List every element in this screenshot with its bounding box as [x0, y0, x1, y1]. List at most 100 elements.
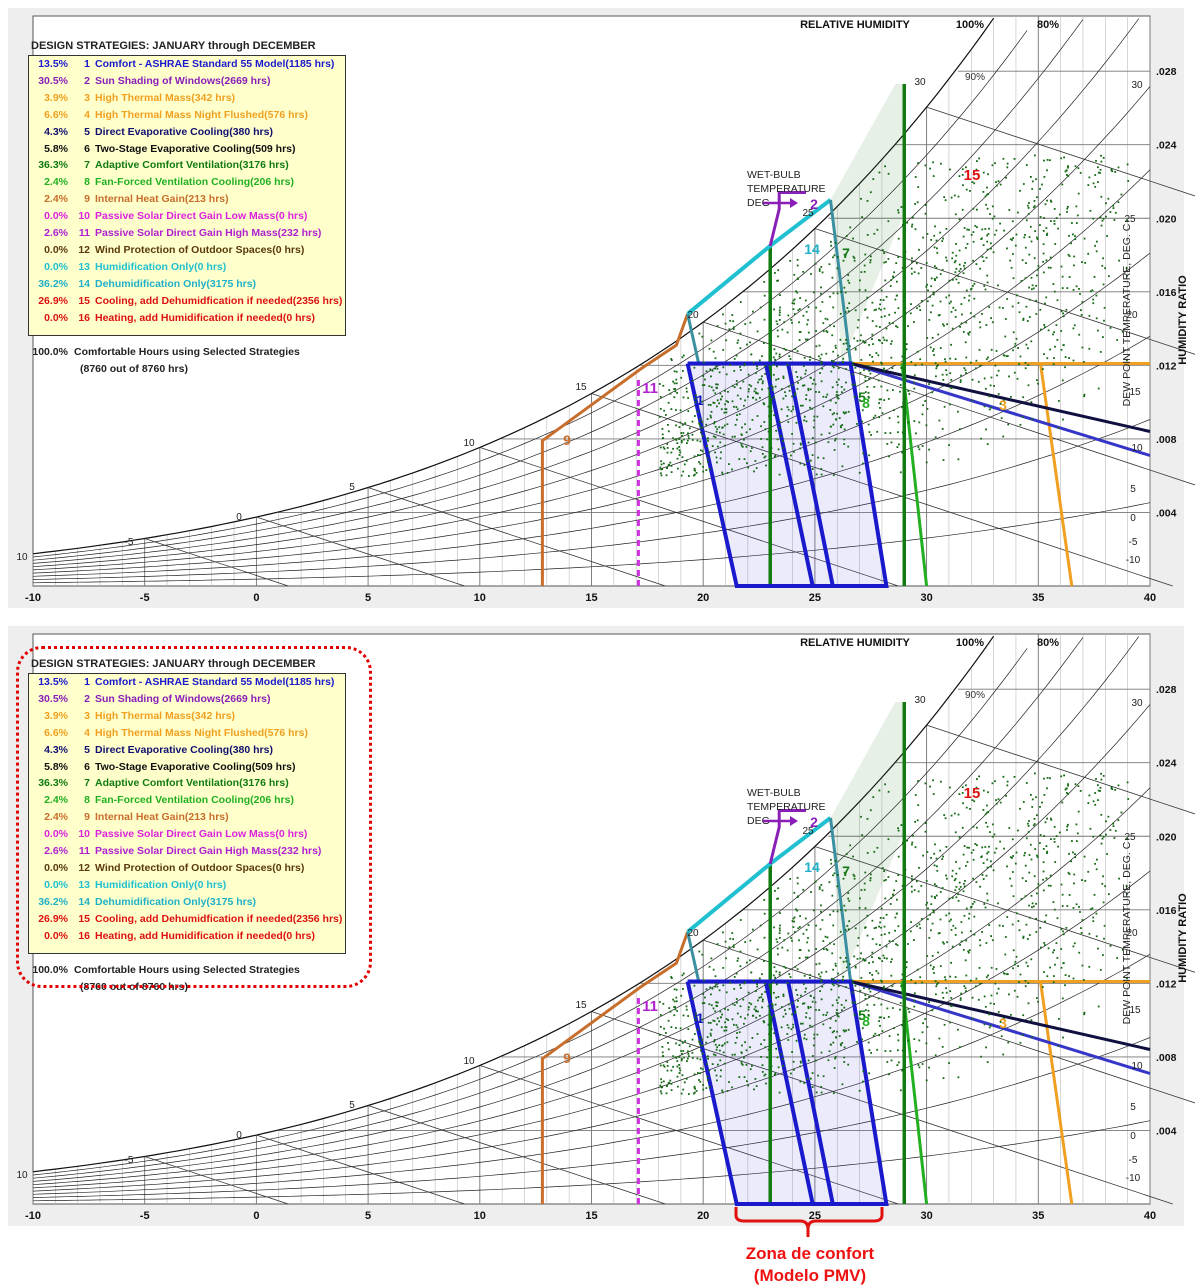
hour-point	[956, 268, 958, 270]
hour-point	[969, 913, 971, 915]
hour-point	[830, 241, 832, 243]
hour-point	[712, 402, 714, 404]
hour-point	[829, 881, 831, 883]
hour-point	[905, 379, 907, 381]
hour-point	[959, 888, 961, 890]
hour-point	[1043, 835, 1045, 837]
hour-point	[966, 229, 968, 231]
hour-point	[872, 361, 874, 363]
legend-item-10: 0.0% 10 Passive Solar Direct Gain Low Mass…	[30, 210, 307, 222]
hour-point	[830, 245, 832, 247]
hour-point	[678, 1056, 680, 1058]
hour-point	[794, 348, 796, 350]
hour-point	[711, 411, 713, 413]
comfort-zone-brace	[730, 1205, 890, 1241]
hour-point	[805, 957, 807, 959]
hour-point	[678, 1064, 680, 1066]
hour-point	[1035, 918, 1037, 920]
hour-point	[772, 1007, 774, 1009]
x-tick-label: -10	[25, 592, 41, 604]
hour-point	[688, 475, 690, 477]
humidity-ratio-tick: .008	[1156, 1052, 1177, 1064]
hour-point	[800, 405, 802, 407]
hour-point	[898, 444, 900, 446]
hour-point	[726, 408, 728, 410]
hour-point	[990, 385, 992, 387]
hour-point	[1012, 306, 1014, 308]
hour-point	[896, 913, 898, 915]
hour-point	[960, 381, 962, 383]
hour-point	[724, 1021, 726, 1023]
hour-point	[864, 254, 866, 256]
hour-point	[1043, 971, 1045, 973]
legend-item-percent: 0.0%	[30, 312, 68, 324]
hour-point	[790, 976, 792, 978]
hour-point	[991, 967, 993, 969]
hour-point	[990, 860, 992, 862]
hour-point	[892, 1007, 894, 1009]
hour-point	[932, 305, 934, 307]
hour-point	[1039, 188, 1041, 190]
hour-point	[717, 325, 719, 327]
hour-point	[733, 1024, 735, 1026]
hour-point	[802, 1023, 804, 1025]
hour-point	[1067, 785, 1069, 787]
rh-tick-100: 100%	[956, 637, 984, 649]
hour-point	[859, 1090, 861, 1092]
hour-point	[679, 1072, 681, 1074]
hour-point	[725, 323, 727, 325]
hour-point	[1026, 837, 1028, 839]
hour-point	[674, 370, 676, 372]
hour-point	[800, 995, 802, 997]
hour-point	[702, 427, 704, 429]
hour-point	[927, 300, 929, 302]
hour-point	[965, 322, 967, 324]
hour-point	[720, 1011, 722, 1013]
hour-point	[957, 1029, 959, 1031]
hour-point	[763, 899, 765, 901]
hour-point	[702, 471, 704, 473]
hour-point	[775, 1048, 777, 1050]
hour-point	[768, 1049, 770, 1051]
hour-point	[1054, 861, 1056, 863]
hour-point	[1034, 875, 1036, 877]
hour-point	[817, 416, 819, 418]
hour-point	[852, 856, 854, 858]
hour-point	[885, 432, 887, 434]
hour-point	[893, 889, 895, 891]
hour-point	[721, 408, 723, 410]
hour-point	[724, 425, 726, 427]
hour-point	[755, 990, 757, 992]
hour-point	[932, 337, 934, 339]
hour-point	[959, 175, 961, 177]
hour-point	[1056, 835, 1058, 837]
hour-point	[771, 1028, 773, 1030]
hour-point	[1103, 284, 1105, 286]
hour-point	[749, 322, 751, 324]
hour-point	[748, 374, 750, 376]
hour-point	[743, 1023, 745, 1025]
hour-point	[984, 378, 986, 380]
hour-point	[1048, 267, 1050, 269]
hour-point	[828, 1059, 830, 1061]
hour-point	[898, 307, 900, 309]
hour-point	[726, 991, 728, 993]
hour-point	[1094, 804, 1096, 806]
hour-point	[933, 966, 935, 968]
hour-point	[888, 932, 890, 934]
legend-item-percent: 5.8%	[30, 143, 68, 155]
legend-item-percent: 0.0%	[30, 244, 68, 256]
hour-point	[755, 372, 757, 374]
hour-point	[1044, 176, 1046, 178]
hour-point	[682, 432, 684, 434]
hour-point	[1088, 348, 1090, 350]
hour-point	[1066, 174, 1068, 176]
hour-point	[707, 1075, 709, 1077]
hour-point	[1066, 788, 1068, 790]
hour-point	[682, 1050, 684, 1052]
hour-point	[855, 348, 857, 350]
hour-point	[1060, 775, 1062, 777]
hour-point	[663, 1028, 665, 1030]
hour-point	[1019, 929, 1021, 931]
hour-point	[1063, 775, 1065, 777]
